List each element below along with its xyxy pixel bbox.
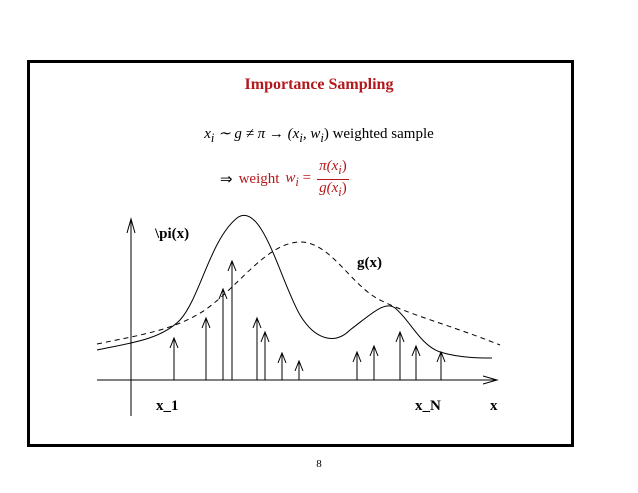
denominator-text: g(x bbox=[319, 180, 339, 196]
math-sub-i: i bbox=[210, 131, 215, 145]
sample-arrowhead bbox=[411, 344, 421, 357]
definition-line: xi ∼ g ≠ π → (xi, wi) weighted sample bbox=[0, 124, 638, 146]
y-axis-arrowhead bbox=[126, 217, 136, 234]
page-number: 8 bbox=[316, 458, 322, 470]
sample-arrowhead bbox=[260, 330, 270, 343]
slide-frame bbox=[27, 60, 574, 447]
sample-arrows bbox=[169, 259, 446, 380]
math-sub-i: i bbox=[299, 131, 303, 145]
sample-arrowhead bbox=[218, 287, 228, 300]
math-equals: = bbox=[298, 169, 312, 186]
weight-expression: wi = bbox=[285, 170, 311, 190]
sample-arrowhead bbox=[294, 359, 304, 372]
pi-curve-label: \pi(x) bbox=[155, 226, 190, 242]
sample-arrowhead bbox=[436, 350, 446, 363]
weight-fraction: π(xi) g(xi) bbox=[317, 158, 349, 201]
sample-arrowhead bbox=[277, 351, 287, 364]
math-sub-i: i bbox=[295, 174, 299, 189]
math-x: x bbox=[204, 126, 211, 142]
math-sub-i: i bbox=[338, 163, 342, 177]
sample-arrowhead bbox=[352, 350, 362, 363]
weight-formula: ⇒ weight wi = π(xi) g(xi) bbox=[220, 158, 349, 201]
math-w: , w bbox=[302, 126, 321, 142]
g-density-curve bbox=[96, 241, 501, 346]
math-sub-i: i bbox=[320, 131, 324, 145]
math-w: w bbox=[285, 169, 296, 186]
pi-density-curve bbox=[96, 215, 493, 359]
fraction-denominator: g(xi) bbox=[317, 180, 349, 201]
weight-word: weight bbox=[238, 171, 280, 187]
weighted-sample-text: weighted sample bbox=[328, 126, 434, 142]
math-close-paren: ) bbox=[341, 158, 347, 174]
sample-arrowhead bbox=[369, 344, 379, 357]
implies-symbol: ⇒ bbox=[220, 172, 233, 188]
math-close-paren: ) bbox=[341, 180, 347, 196]
x-axis-arrowhead bbox=[482, 375, 499, 385]
g-curve-label: g(x) bbox=[357, 255, 382, 271]
slide-title: Importance Sampling bbox=[244, 76, 394, 93]
last-sample-label: x_N bbox=[415, 398, 441, 414]
sample-arrowhead bbox=[227, 259, 237, 272]
fraction-numerator: π(xi) bbox=[317, 158, 349, 180]
sample-arrowhead bbox=[395, 330, 405, 343]
numerator-text: π(x bbox=[319, 158, 339, 174]
sample-arrowhead bbox=[201, 316, 211, 329]
math-sub-i: i bbox=[338, 185, 342, 199]
sample-arrowhead bbox=[169, 336, 179, 349]
sample-arrowhead bbox=[252, 316, 262, 329]
math-close-paren: ) bbox=[323, 126, 329, 142]
x-axis-label: x bbox=[490, 398, 498, 414]
math-relation: ∼ g ≠ π → (x bbox=[214, 126, 300, 142]
first-sample-label: x_1 bbox=[156, 398, 179, 414]
